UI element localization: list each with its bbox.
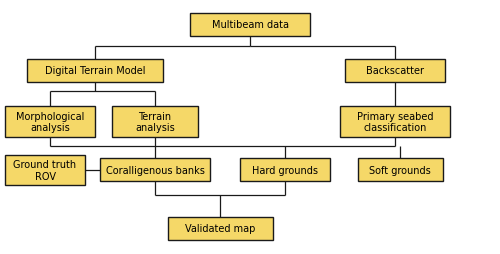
Text: Coralligenous banks: Coralligenous banks: [106, 165, 204, 175]
FancyBboxPatch shape: [112, 107, 198, 137]
FancyBboxPatch shape: [190, 14, 310, 37]
FancyBboxPatch shape: [358, 159, 442, 182]
Text: Primary seabed
classification: Primary seabed classification: [357, 111, 433, 133]
Text: Backscatter: Backscatter: [366, 66, 424, 76]
FancyBboxPatch shape: [5, 107, 95, 137]
FancyBboxPatch shape: [28, 60, 162, 83]
Text: Hard grounds: Hard grounds: [252, 165, 318, 175]
FancyBboxPatch shape: [5, 155, 85, 185]
Text: Digital Terrain Model: Digital Terrain Model: [45, 66, 145, 76]
FancyBboxPatch shape: [240, 159, 330, 182]
FancyBboxPatch shape: [100, 159, 210, 182]
FancyBboxPatch shape: [345, 60, 445, 83]
Text: Soft grounds: Soft grounds: [369, 165, 431, 175]
FancyBboxPatch shape: [168, 217, 272, 240]
FancyBboxPatch shape: [340, 107, 450, 137]
Text: Terrain
analysis: Terrain analysis: [135, 111, 175, 133]
Text: Ground truth
ROV: Ground truth ROV: [14, 160, 76, 181]
Text: Morphological
analysis: Morphological analysis: [16, 111, 84, 133]
Text: Multibeam data: Multibeam data: [212, 20, 288, 30]
Text: Validated map: Validated map: [185, 224, 255, 234]
